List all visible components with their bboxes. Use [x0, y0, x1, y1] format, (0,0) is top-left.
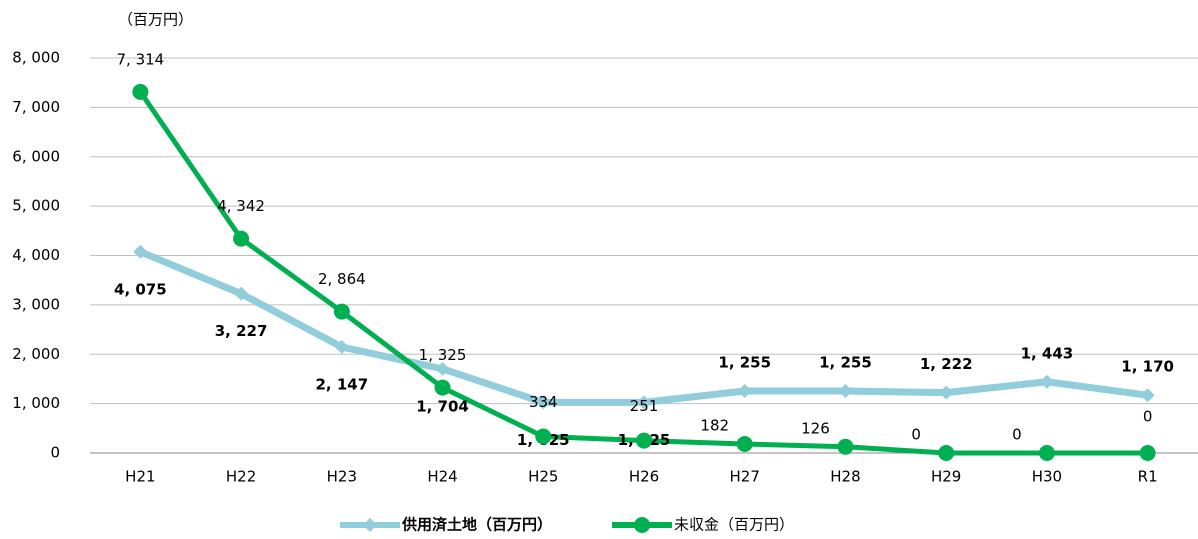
data-label: 2, 147 — [315, 375, 368, 393]
legend-label: 供用済土地（百万円） — [401, 516, 552, 534]
data-point — [939, 385, 954, 400]
x-tick-label: H24 — [427, 468, 457, 486]
data-label: 1, 443 — [1021, 344, 1074, 362]
data-point — [837, 438, 854, 455]
y-tick-label: 5, 000 — [12, 197, 60, 215]
data-point — [333, 303, 350, 320]
data-point — [1038, 445, 1055, 461]
data-point — [233, 230, 250, 247]
data-label: 126 — [801, 419, 830, 437]
data-point — [535, 428, 552, 445]
data-point — [334, 339, 349, 354]
x-tick-label: H21 — [125, 468, 155, 486]
data-label: 251 — [630, 397, 659, 415]
data-label: 1, 255 — [819, 354, 872, 372]
data-point — [133, 244, 148, 259]
y-tick-label: 8, 000 — [12, 49, 60, 67]
data-label: 0 — [911, 426, 921, 444]
y-tick-label: 2, 000 — [12, 345, 60, 363]
data-label: 1, 255 — [718, 354, 771, 372]
y-tick-label: 3, 000 — [12, 295, 60, 313]
data-label: 4, 075 — [114, 280, 167, 298]
data-point — [938, 445, 955, 461]
unit-label: （百万円） — [118, 11, 193, 29]
data-label: 182 — [700, 417, 729, 435]
legend-marker — [363, 518, 377, 532]
data-label: 4, 342 — [217, 197, 265, 215]
data-label: 2, 864 — [318, 270, 366, 288]
data-point — [636, 432, 652, 449]
y-tick-label: 0 — [50, 444, 60, 462]
data-label: 1, 170 — [1121, 358, 1174, 376]
x-tick-label: H25 — [528, 468, 558, 486]
x-tick-label: H30 — [1032, 468, 1062, 486]
data-point — [234, 286, 249, 301]
data-point — [1139, 445, 1156, 461]
data-point — [637, 395, 651, 410]
data-point — [536, 395, 551, 410]
data-point — [132, 83, 149, 100]
x-tick-label: H29 — [931, 468, 961, 486]
x-tick-label: H27 — [730, 468, 760, 486]
data-label: 1, 704 — [416, 397, 469, 415]
data-label: 1, 222 — [920, 355, 973, 373]
data-point — [1140, 388, 1155, 403]
data-point — [1039, 374, 1054, 389]
x-tick-label: H23 — [327, 468, 357, 486]
y-tick-label: 4, 000 — [12, 246, 60, 264]
data-point — [435, 361, 450, 376]
data-label: 3, 227 — [215, 322, 268, 340]
data-point — [736, 436, 753, 453]
x-tick-label: H28 — [830, 468, 860, 486]
data-label: 0 — [1012, 426, 1022, 444]
y-tick-label: 1, 000 — [12, 394, 60, 412]
data-point — [838, 384, 853, 399]
x-tick-label: H26 — [629, 468, 659, 486]
data-point — [737, 384, 752, 399]
legend-label: 未収金（百万円） — [674, 516, 794, 534]
data-label: 1, 325 — [419, 346, 467, 364]
x-tick-label: H22 — [226, 468, 256, 486]
legend-marker — [634, 517, 651, 533]
y-tick-label: 6, 000 — [12, 147, 60, 165]
data-label: 0 — [1143, 408, 1153, 426]
data-point — [434, 379, 451, 396]
data-label: 334 — [529, 393, 558, 411]
x-tick-label: R1 — [1138, 468, 1158, 486]
y-tick-label: 7, 000 — [12, 98, 60, 116]
data-label: 7, 314 — [117, 50, 165, 68]
